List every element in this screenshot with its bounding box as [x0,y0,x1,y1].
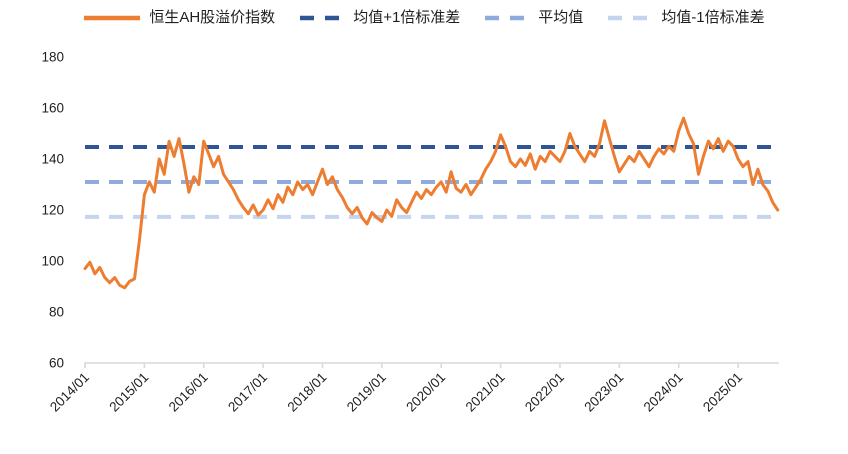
y-axis-label-60: 60 [49,356,64,371]
legend-dashed-line-swatch [485,15,530,21]
y-axis-label-180: 180 [41,50,64,65]
legend-item-2[interactable]: 平均值 [484,6,583,30]
x-axis-label-2023: 2023/01 [581,370,626,415]
y-axis-label-100: 100 [41,254,64,269]
ah-premium-index-series [83,116,780,290]
y-axis-label-120: 120 [41,203,64,218]
legend-item-0[interactable]: 恒生AH股溢价指数 [83,6,275,30]
legend-item-label: 均值-1倍标准差 [661,9,765,26]
x-axis-label-2020: 2020/01 [403,370,448,415]
legend-item-label: 恒生AH股溢价指数 [149,9,276,26]
x-axis-label-2014: 2014/01 [47,370,92,415]
legend-solid-line-swatch [84,15,141,21]
x-axis-label-2018: 2018/01 [284,370,329,415]
x-axis-label-2022: 2022/01 [522,370,567,415]
legend-dashed-line-swatch [300,15,345,21]
x-axis-label-2025: 2025/01 [700,370,745,415]
x-axis-label-2015: 2015/01 [106,370,151,415]
legend-item-1[interactable]: 均值+1倍标准差 [299,6,460,30]
legend-item-3[interactable]: 均值-1倍标准差 [607,6,765,30]
y-axis-label-160: 160 [41,101,64,116]
x-axis-label-2024: 2024/01 [641,370,686,415]
legend-item-label: 均值+1倍标准差 [353,9,461,26]
y-axis-label-80: 80 [49,305,64,320]
x-axis-label-2016: 2016/01 [166,370,211,415]
legend-dashed-line-swatch [608,15,653,21]
y-axis-label-140: 140 [41,152,64,167]
x-axis-label-2021: 2021/01 [463,370,508,415]
x-axis-label-2019: 2019/01 [344,370,389,415]
chart-legend: 恒生AH股溢价指数 均值+1倍标准差 平均值 均值-1倍标准差 [0,6,848,30]
x-axis-label-2017: 2017/01 [225,370,270,415]
legend-item-label: 平均值 [538,9,584,26]
